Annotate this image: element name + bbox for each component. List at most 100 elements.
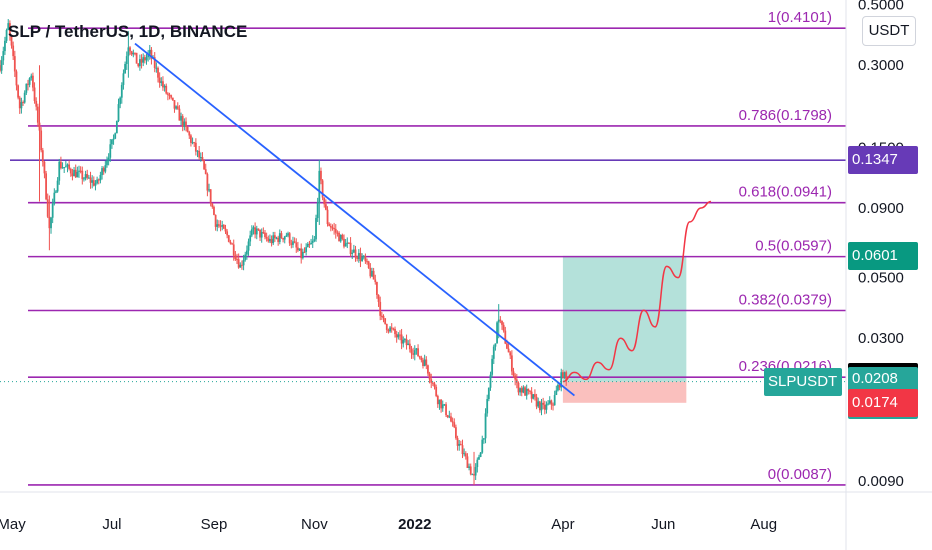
stop-price-tag: 0.0174 — [848, 388, 918, 417]
candle-body — [310, 242, 312, 245]
candle-body — [371, 270, 373, 277]
candle-body — [25, 83, 28, 93]
candle-body — [550, 400, 553, 405]
candle-body — [254, 227, 257, 235]
candle-body — [346, 242, 349, 244]
candle-body — [384, 318, 387, 324]
candle-body — [51, 203, 54, 218]
candle-body — [101, 168, 103, 176]
candle-body — [394, 328, 396, 335]
candle-body — [478, 456, 480, 460]
candle-body — [283, 236, 286, 240]
candle-body — [76, 171, 79, 178]
candle-body — [522, 387, 525, 393]
candle-body — [412, 353, 415, 355]
candle-body — [356, 257, 359, 259]
candle-body — [0, 65, 1, 71]
candle-body — [367, 261, 370, 268]
candle-body — [145, 57, 148, 61]
candle-body — [494, 343, 497, 347]
candle-body — [425, 359, 428, 366]
candle-body — [102, 168, 105, 172]
candle-body — [459, 443, 462, 446]
candle-body — [58, 161, 61, 181]
candle-body — [445, 404, 447, 416]
candle-body — [417, 348, 419, 357]
candle-body — [510, 355, 513, 372]
candle-body — [565, 372, 568, 381]
candle-body — [196, 150, 199, 152]
candle-body — [364, 255, 367, 262]
candle-body — [280, 233, 283, 239]
candle-body — [84, 174, 87, 179]
candle-body — [211, 203, 214, 207]
candle-body — [306, 243, 309, 248]
candle-body — [292, 241, 294, 245]
candle-body — [92, 180, 95, 186]
last-price-value: 0.0208 — [852, 369, 898, 387]
candle-body — [262, 232, 265, 234]
candle-body — [469, 466, 472, 475]
candle-body — [270, 239, 273, 244]
candle-body — [168, 94, 171, 96]
candle-body — [418, 356, 421, 358]
candle-body — [20, 102, 23, 109]
candle-body — [476, 459, 479, 468]
candle-body — [198, 150, 201, 158]
candle-body — [557, 384, 559, 391]
candle-body — [338, 232, 340, 242]
profit-zone — [562, 255, 687, 382]
candle-body — [28, 78, 31, 85]
candle-body — [464, 453, 467, 457]
candle-body — [104, 165, 107, 172]
candle-body — [244, 254, 247, 260]
candle-body — [560, 372, 563, 388]
candle-body — [538, 401, 541, 411]
fib-label-0.382: 0.382(0.0379) — [739, 292, 832, 309]
candle-body — [30, 75, 33, 79]
candle-body — [32, 75, 34, 88]
candle-body — [142, 57, 145, 63]
candle-body — [232, 244, 235, 256]
candle-body — [173, 100, 176, 109]
price-unit-button[interactable]: USDT — [862, 16, 916, 46]
candle-body — [127, 47, 130, 57]
candle-body — [295, 242, 298, 248]
candle-body — [224, 228, 227, 232]
candle-body — [87, 177, 90, 179]
candle-body — [46, 199, 49, 217]
candle-body — [354, 249, 357, 258]
candle-body — [50, 217, 52, 229]
candle-body — [507, 348, 510, 353]
fib-label-0: 0(0.0087) — [768, 466, 832, 483]
candle-body — [545, 404, 548, 410]
candle-body — [323, 197, 326, 205]
candle-body — [315, 218, 317, 240]
candle-body — [517, 382, 520, 393]
candle-body — [357, 253, 360, 259]
candle-body — [122, 73, 125, 85]
candle-body — [222, 225, 225, 229]
candle-body — [267, 238, 270, 242]
candle-body — [305, 247, 308, 252]
candle-body — [463, 453, 466, 455]
candle-body — [324, 204, 327, 210]
candle-body — [390, 327, 393, 329]
candle-body — [474, 467, 477, 476]
x-tick-label: Apr — [551, 516, 574, 533]
candle-body — [81, 170, 84, 180]
candle-body — [336, 232, 339, 234]
candle-body — [362, 255, 365, 258]
candle-body — [344, 243, 347, 247]
candle-body — [547, 403, 549, 405]
candle-body — [193, 142, 196, 144]
candle-body — [506, 343, 508, 349]
candle-body — [264, 232, 266, 238]
candle-body — [73, 169, 75, 177]
fib-label-0.5: 0.5(0.0597) — [755, 238, 832, 255]
candle-body — [415, 348, 418, 351]
candle-body — [71, 173, 74, 177]
candle-body — [301, 251, 304, 259]
